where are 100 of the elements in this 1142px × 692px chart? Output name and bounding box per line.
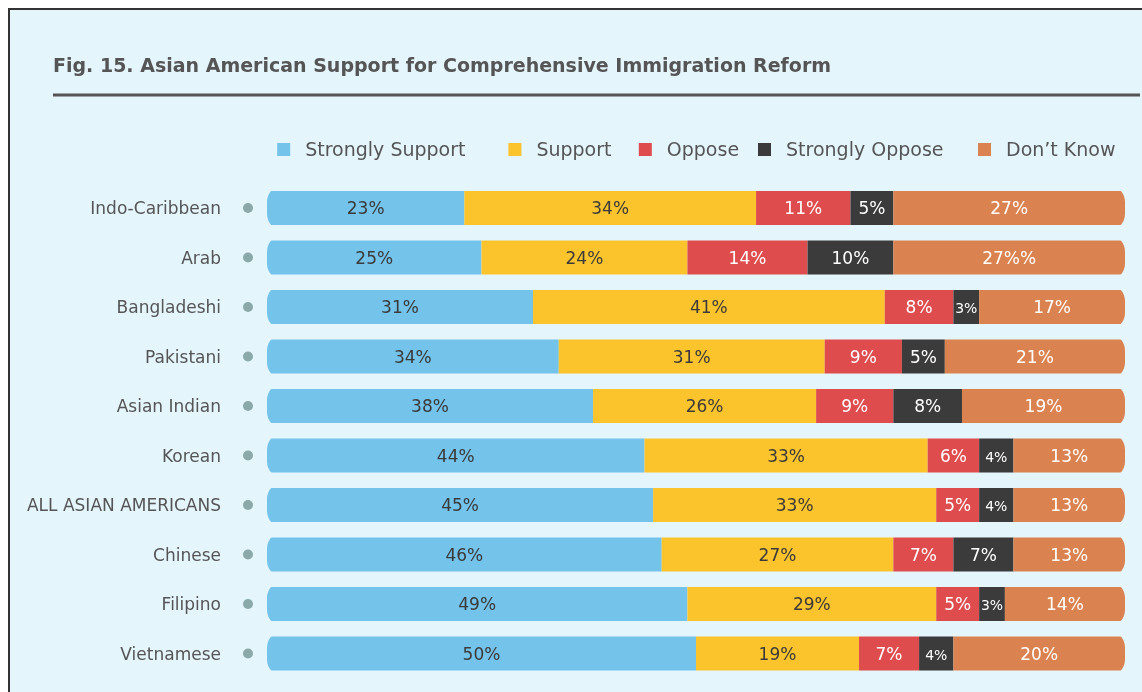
data-label: 13% — [1050, 495, 1089, 515]
data-label: 34% — [393, 346, 432, 367]
bar — [267, 290, 533, 324]
legend-label: Strongly Support — [305, 138, 466, 160]
bar — [1013, 488, 1125, 522]
data-label: 33% — [767, 445, 805, 466]
bar — [893, 389, 962, 423]
data-label: 45% — [441, 495, 479, 515]
bar — [953, 636, 1125, 671]
y-tick-label: ALL ASIAN AMERICANS — [26, 495, 221, 515]
bar — [816, 389, 894, 423]
data-label: 34% — [591, 198, 630, 218]
bar — [267, 339, 559, 374]
data-label: 17% — [1033, 297, 1071, 317]
bar — [944, 339, 1125, 374]
data-label: 41% — [689, 297, 728, 317]
data-label: 27%% — [982, 247, 1037, 268]
bar — [558, 339, 825, 374]
bar — [961, 389, 1125, 423]
bar — [267, 488, 654, 522]
legend-label: Don’t Know — [1006, 138, 1116, 160]
legend-label: Oppose — [666, 138, 740, 160]
bar — [1004, 587, 1125, 621]
data-label: 9% — [849, 346, 877, 367]
bar — [532, 290, 885, 324]
bar — [687, 587, 937, 621]
data-label: 27% — [990, 198, 1029, 218]
data-label: 19% — [1024, 396, 1063, 416]
y-tick-label: Arab — [181, 247, 221, 268]
y-tick-label: Bangladeshi — [116, 297, 221, 317]
bar — [653, 488, 937, 522]
bar — [893, 191, 1125, 225]
bar — [1013, 438, 1125, 473]
data-label: 14% — [728, 247, 767, 268]
data-label: 5% — [858, 198, 886, 218]
data-label: 44% — [436, 445, 475, 466]
data-label: 26% — [685, 396, 724, 416]
y-tick-label: Pakistani — [145, 346, 221, 367]
bar — [481, 240, 688, 275]
bar — [1013, 537, 1125, 572]
data-label: 38% — [411, 396, 449, 416]
data-label: 9% — [841, 396, 869, 416]
y-tick-label: Filipino — [161, 594, 221, 614]
bar — [807, 240, 894, 275]
chart-title: Fig. 15. Asian American Support for Comprehensive Immigration Reform — [53, 54, 832, 76]
bar — [756, 191, 851, 225]
data-label: 19% — [758, 643, 797, 664]
data-label: 24% — [565, 247, 604, 268]
data-label: 13% — [1050, 445, 1089, 466]
legend-label: Strongly Oppose — [786, 138, 944, 160]
legend-label: Support — [536, 138, 612, 160]
bar — [267, 537, 662, 572]
bar — [893, 240, 1125, 275]
data-label: 23% — [346, 198, 385, 218]
bar — [644, 438, 928, 473]
data-label: 13% — [1050, 544, 1089, 565]
bar — [464, 191, 757, 225]
bar — [267, 240, 482, 275]
data-label: 4% — [985, 498, 1008, 514]
data-label: 49% — [458, 594, 497, 614]
data-label: 5% — [944, 495, 972, 515]
bar — [953, 537, 1014, 572]
data-label: 7% — [969, 544, 997, 565]
data-label: 14% — [1046, 594, 1084, 614]
data-label: 20% — [1020, 643, 1059, 664]
bar — [884, 290, 954, 324]
bar — [859, 636, 920, 671]
y-tick-label: Indo-Caribbean — [90, 198, 221, 218]
data-label: 33% — [775, 495, 814, 515]
data-label: 3% — [955, 300, 978, 316]
bar — [267, 389, 594, 423]
data-label: 31% — [381, 297, 419, 317]
data-label: 50% — [462, 643, 501, 664]
bar — [824, 339, 902, 374]
bar — [696, 636, 860, 671]
bar — [687, 240, 808, 275]
bar — [267, 587, 688, 621]
data-label: 8% — [905, 297, 933, 317]
bar — [267, 191, 465, 225]
data-label: 31% — [672, 346, 711, 367]
bar — [267, 636, 696, 671]
data-label: 4% — [925, 646, 948, 663]
data-label: 10% — [831, 247, 870, 268]
data-label: 5% — [944, 594, 972, 614]
data-label: 21% — [1016, 346, 1054, 367]
data-label: 3% — [980, 597, 1004, 613]
data-label: 25% — [355, 247, 394, 268]
bar — [893, 537, 954, 572]
bar — [593, 389, 817, 423]
y-tick-label: Chinese — [153, 544, 221, 565]
data-label: 6% — [939, 445, 967, 466]
data-label: 27% — [758, 544, 797, 565]
data-label: 4% — [985, 448, 1008, 465]
y-tick-label: Asian Indian — [116, 396, 221, 416]
y-tick-label: Vietnamese — [120, 643, 221, 664]
data-label: 7% — [875, 643, 903, 664]
y-tick-label: Korean — [162, 445, 221, 466]
data-label: 11% — [784, 198, 823, 218]
data-label: 46% — [445, 544, 484, 565]
data-label: 8% — [914, 396, 942, 416]
